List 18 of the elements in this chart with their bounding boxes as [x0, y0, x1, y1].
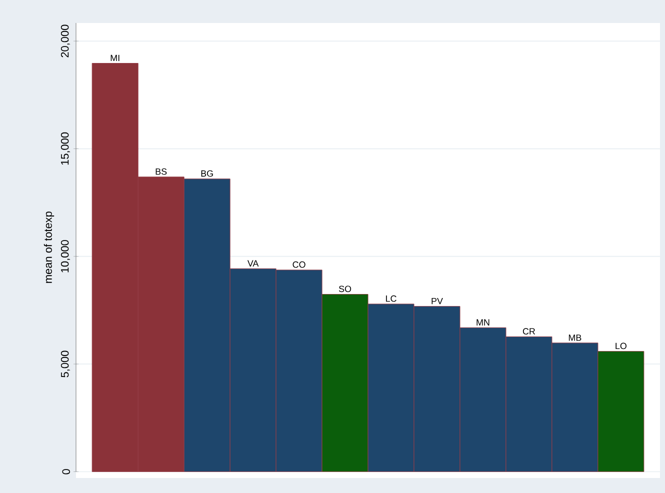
- x-tick-label: PV: [432, 298, 443, 304]
- y-tick-label: 20,000: [60, 24, 70, 58]
- x-tick-label: BG: [201, 170, 213, 177]
- y-tick-label: 15,000: [60, 132, 70, 165]
- y-tick-label: 0: [62, 469, 70, 474]
- x-tick-label: MB: [568, 334, 582, 341]
- x-tick-label: MI: [110, 54, 120, 62]
- x-tick-label: MN: [476, 319, 490, 326]
- y-tick-label: 5,000: [60, 350, 70, 378]
- x-tick-label: VA: [247, 260, 259, 266]
- x-tick-label: CO: [292, 261, 306, 268]
- x-tick-label: SO: [338, 286, 352, 292]
- x-tick-label: LO: [616, 342, 626, 350]
- x-tick-label: LC: [386, 295, 396, 302]
- x-tick-label: CR: [522, 328, 536, 334]
- y-axis-title: mean of totexp: [44, 212, 54, 283]
- x-tick-label: BS: [156, 168, 167, 175]
- y-tick-label: 10,000: [60, 240, 70, 272]
